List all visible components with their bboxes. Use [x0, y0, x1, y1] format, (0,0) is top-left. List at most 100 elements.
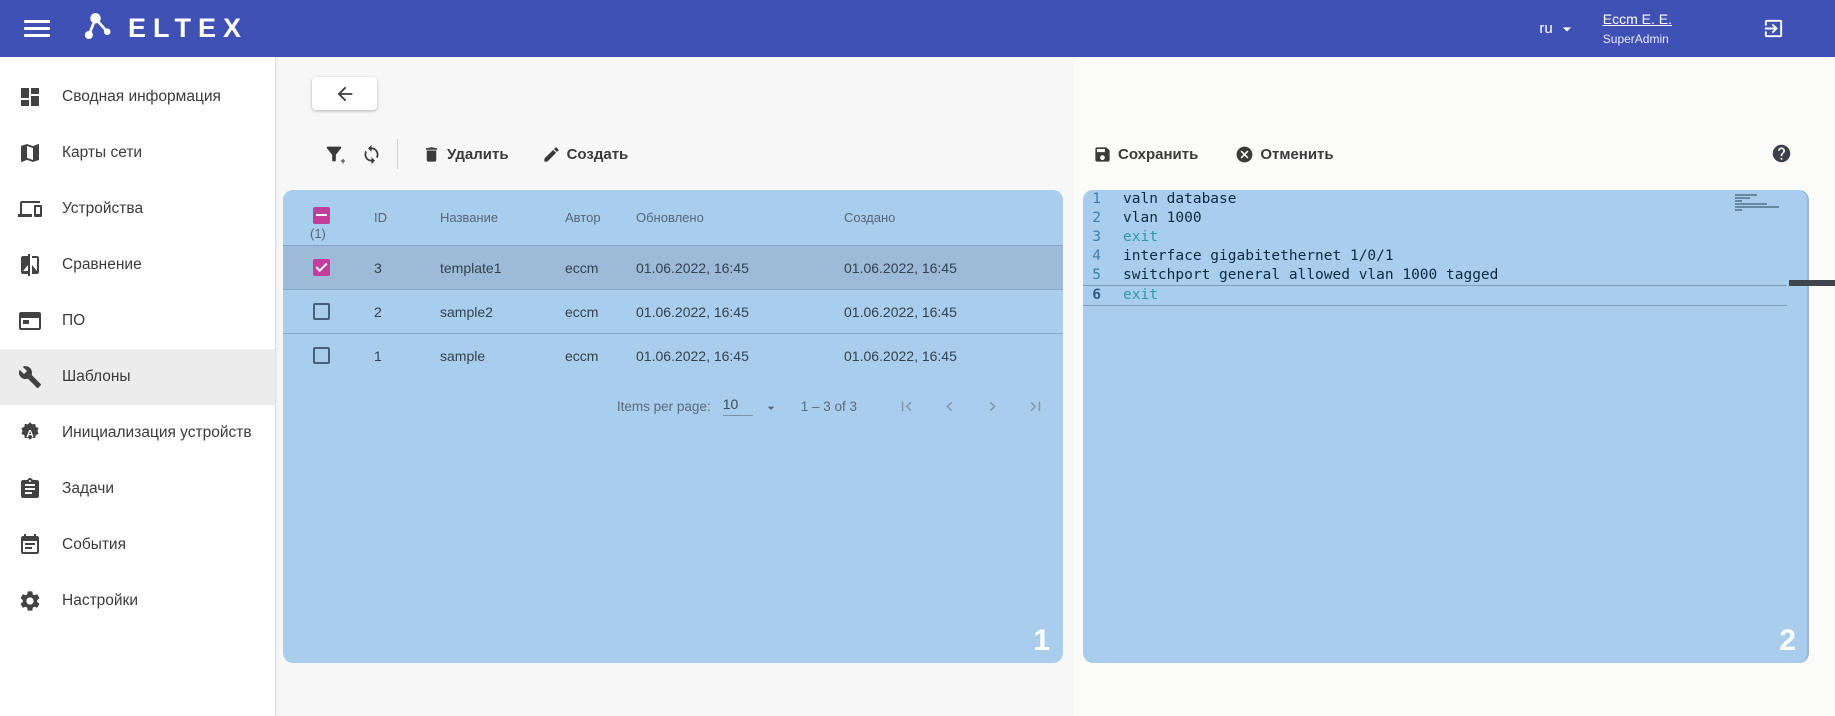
column-header-updated: Обновлено [636, 210, 704, 225]
pagination-nav [897, 397, 1045, 416]
dashboard-icon [21, 88, 39, 106]
table-row[interactable]: 1 sample eccm 01.06.2022, 16:45 01.06.20… [283, 333, 1063, 377]
sidebar-item-network-maps[interactable]: Карты сети [0, 125, 275, 181]
settings-gear-icon [20, 591, 40, 611]
code-line-active: 6 exit [1083, 285, 1787, 306]
back-button[interactable] [312, 77, 377, 110]
code-line: 2 vlan 1000 [1092, 210, 1202, 226]
cell-author: eccm [565, 303, 599, 320]
sidebar-item-events[interactable]: События [0, 517, 275, 573]
cell-updated: 01.06.2022, 16:45 [636, 259, 749, 276]
prev-page-button[interactable] [940, 397, 959, 416]
cancel-button[interactable]: Отменить [1235, 145, 1334, 164]
cell-author: eccm [565, 259, 599, 276]
events-icon [21, 534, 39, 554]
resize-handle [1789, 280, 1835, 286]
filter-add-icon: + [326, 146, 345, 165]
table-row[interactable]: 3 template1 eccm 01.06.2022, 16:45 01.06… [283, 245, 1063, 289]
cell-name: template1 [440, 259, 502, 276]
column-header-id: ID [374, 210, 387, 225]
refresh-icon [364, 144, 379, 164]
sidebar-item-summary[interactable]: Сводная информация [0, 69, 275, 125]
eltex-molecule-icon [84, 12, 111, 39]
chevron-down-icon [767, 406, 775, 410]
sidebar-item-device-init[interactable]: A Инициализация устройств [0, 405, 275, 461]
sidebar-item-devices[interactable]: Устройства [0, 181, 275, 237]
column-header-name: Название [440, 210, 499, 225]
cell-author: eccm [565, 347, 599, 364]
sidebar-item-tasks[interactable]: Задачи [0, 461, 275, 517]
sidebar-item-templates[interactable]: Шаблоны [0, 349, 275, 405]
last-page-button[interactable] [1026, 397, 1045, 416]
table-row[interactable]: 2 sample2 eccm 01.06.2022, 16:45 01.06.2… [283, 289, 1063, 333]
items-per-page-select[interactable]: 10 [722, 396, 779, 416]
column-header-author: Автор [565, 210, 601, 225]
cell-id: 2 [374, 303, 382, 320]
items-per-page-value: 10 [722, 396, 753, 416]
selected-count: (1) [310, 226, 326, 241]
sidebar-item-software[interactable]: ПО [0, 293, 275, 349]
templates-list-section: + Удалить Создать [276, 57, 1073, 716]
code-line: 3 exit [1092, 229, 1158, 245]
last-page-icon [1030, 401, 1041, 411]
code-line: 5 switchport general allowed vlan 1000 ta… [1092, 267, 1499, 283]
save-floppy-icon [1095, 146, 1110, 162]
template-editor-section: Сохранить Отменить 1 valn database 2 vlan … [1073, 57, 1835, 716]
help-icon [1772, 144, 1791, 163]
next-page-button[interactable] [983, 397, 1002, 416]
chevron-right-icon [989, 401, 996, 411]
cell-id: 1 [374, 347, 382, 364]
editor-minimap [1735, 194, 1781, 212]
language-selector[interactable]: ru [1539, 19, 1576, 39]
save-button[interactable]: Сохранить [1093, 145, 1198, 164]
delete-button[interactable]: Удалить [422, 145, 509, 164]
cancel-x-icon [1236, 146, 1253, 162]
create-button[interactable]: Создать [542, 145, 628, 164]
topbar: ELTEX ru Eccm E. E. SuperAdmin [0, 0, 1835, 57]
logout-button[interactable] [1762, 17, 1785, 40]
svg-text:A: A [26, 428, 34, 440]
trash-icon [425, 146, 438, 162]
refresh-button[interactable] [361, 144, 382, 165]
tasks-icon [21, 478, 39, 498]
pagination-range: 1 – 3 of 3 [800, 398, 857, 414]
panel-number-badge: 2 [1779, 624, 1796, 657]
cell-name: sample [440, 347, 486, 364]
user-block: Eccm E. E. SuperAdmin [1603, 11, 1672, 46]
brand-text: ELTEX [128, 13, 249, 43]
first-page-button[interactable] [897, 397, 916, 416]
row-checkbox[interactable] [313, 259, 330, 276]
templates-table-panel: (1) ID Название Автор Обновлено Создано … [283, 190, 1063, 663]
help-button[interactable] [1771, 143, 1792, 164]
user-name-link[interactable]: Eccm E. E. [1602, 11, 1672, 27]
hamburger-menu-icon[interactable] [24, 16, 50, 41]
column-header-created: Создано [844, 210, 896, 225]
items-per-page-label: Items per page: [616, 398, 711, 414]
filter-button[interactable]: + [323, 143, 345, 165]
topbar-right: ru Eccm E. E. SuperAdmin [1539, 11, 1835, 46]
sidebar-item-settings[interactable]: Настройки [0, 573, 275, 629]
language-value: ru [1539, 20, 1553, 37]
svg-text:+: + [340, 156, 345, 165]
row-checkbox[interactable] [313, 347, 330, 364]
header-checkbox-cell: (1) [283, 190, 374, 245]
cell-id: 3 [374, 259, 382, 276]
code-line: 4 interface gigabitethernet 1/0/1 [1092, 248, 1394, 264]
row-checkbox[interactable] [313, 303, 330, 320]
select-all-checkbox[interactable] [313, 207, 330, 224]
config-editor-panel: 1 valn database 2 vlan 1000 3 exit 4 interfa… [1083, 190, 1809, 663]
compare-icon [21, 254, 39, 276]
cell-name: sample2 [440, 303, 493, 320]
chevron-down-icon [1562, 26, 1571, 31]
user-role: SuperAdmin [1602, 32, 1669, 46]
cell-updated: 01.06.2022, 16:45 [636, 347, 749, 364]
first-page-icon [901, 401, 912, 411]
cell-updated: 01.06.2022, 16:45 [636, 303, 749, 320]
table-header: (1) ID Название Автор Обновлено Создано [283, 190, 1063, 245]
code-editor[interactable]: 1 valn database 2 vlan 1000 3 exit 4 interfa… [1083, 190, 1809, 306]
map-icon [21, 144, 39, 162]
sidebar: Сводная информация Карты сети Устройства… [0, 57, 276, 716]
sidebar-item-compare[interactable]: Сравнение [0, 237, 275, 293]
cell-created: 01.06.2022, 16:45 [844, 259, 957, 276]
